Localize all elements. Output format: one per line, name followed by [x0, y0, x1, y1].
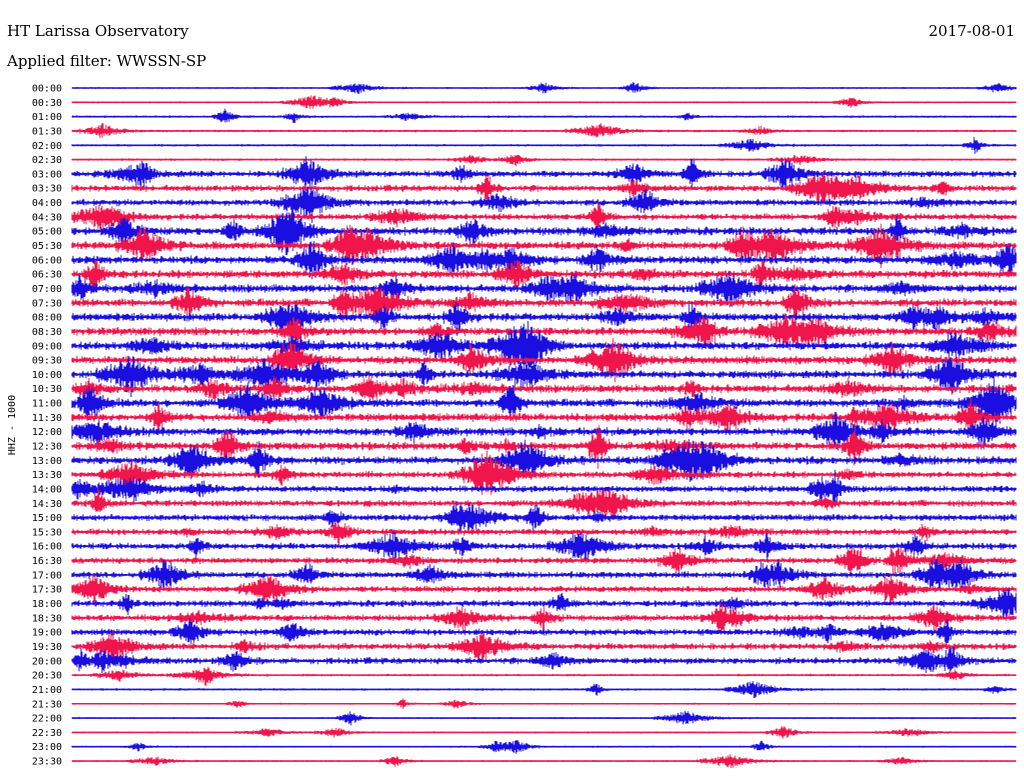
tick-label: 00:00 — [32, 84, 62, 95]
tick-label: 06:00 — [32, 255, 62, 266]
tick-label: 02:00 — [32, 141, 62, 152]
tick-label: 18:00 — [32, 599, 62, 610]
tick-label: 22:00 — [32, 714, 62, 725]
tick-label: 03:30 — [32, 184, 62, 195]
tick-label: 17:30 — [32, 585, 62, 596]
tick-label: 09:30 — [32, 356, 62, 367]
tick-label: 23:00 — [32, 742, 62, 753]
observatory-title: HT Larissa Observatory — [7, 22, 189, 40]
tick-label: 18:30 — [32, 613, 62, 624]
tick-label: 19:30 — [32, 642, 62, 653]
tick-label: 10:00 — [32, 370, 62, 381]
tick-label-group: 00:00 00:30 01:00 01:30 02:00 02:30 03:00 03:30… — [32, 84, 62, 768]
tick-label: 07:00 — [32, 284, 62, 295]
tick-label: 02:30 — [32, 155, 62, 166]
tick-label: 09:00 — [32, 341, 62, 352]
trace-line — [71, 154, 1017, 167]
tick-label: 15:30 — [32, 527, 62, 538]
tick-label: 12:30 — [32, 442, 62, 453]
tick-label: 08:00 — [32, 313, 62, 324]
date-label: 2017-08-01 — [929, 22, 1015, 40]
tick-label: 21:00 — [32, 685, 62, 696]
tick-label: 16:00 — [32, 542, 62, 553]
tick-label: 05:00 — [32, 227, 62, 238]
tick-label: 16:30 — [32, 556, 62, 567]
tick-label: 05:30 — [32, 241, 62, 252]
tick-label: 21:30 — [32, 699, 62, 710]
tick-label: 01:30 — [32, 126, 62, 137]
tick-label: 03:00 — [32, 169, 62, 180]
tick-label: 04:00 — [32, 198, 62, 209]
tick-label: 13:30 — [32, 470, 62, 481]
tick-label: 17:00 — [32, 570, 62, 581]
tick-label: 15:00 — [32, 513, 62, 524]
trace-line — [71, 666, 1017, 687]
trace-line — [71, 522, 1017, 546]
tick-label: 13:00 — [32, 456, 62, 467]
tick-label: 10:30 — [32, 384, 62, 395]
tick-label: 06:30 — [32, 270, 62, 281]
tick-label: 11:30 — [32, 413, 62, 424]
tick-label: 23:30 — [32, 757, 62, 768]
tick-label: 20:30 — [32, 671, 62, 682]
filter-label: Applied filter: WWSSN-SP — [6, 52, 206, 70]
tick-label: 14:30 — [32, 499, 62, 510]
tick-label: 19:00 — [32, 628, 62, 639]
y-axis-label: HHZ - 1000 — [7, 395, 18, 455]
tick-label: 04:30 — [32, 212, 62, 223]
trace-line — [71, 374, 1017, 401]
tick-label: 14:00 — [32, 484, 62, 495]
tick-label: 01:00 — [32, 112, 62, 123]
tick-label: 08:30 — [32, 327, 62, 338]
tick-label: 22:30 — [32, 728, 62, 739]
trace-group — [71, 82, 1017, 768]
tick-label: 12:00 — [32, 427, 62, 438]
tick-label: 07:30 — [32, 298, 62, 309]
tick-label: 00:30 — [32, 98, 62, 109]
tick-label: 20:00 — [32, 656, 62, 667]
tick-label: 11:00 — [32, 399, 62, 410]
